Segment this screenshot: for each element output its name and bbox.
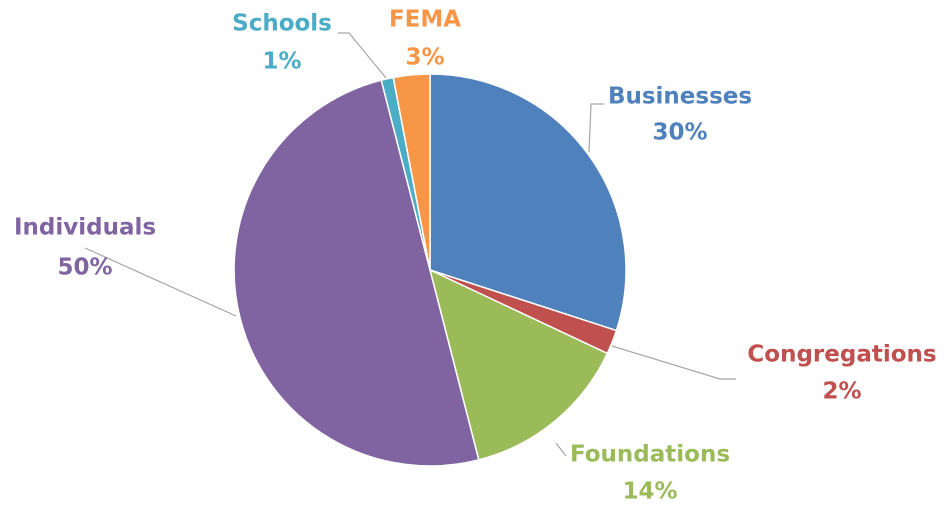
leader-line [84, 247, 237, 317]
leader-line [338, 32, 387, 79]
slice-label: Foundations [570, 442, 730, 468]
slice-value-label: 1% [262, 49, 301, 75]
pie-slice [428, 268, 609, 461]
pie-slice [392, 73, 431, 271]
slice-label: Schools [232, 11, 332, 37]
leader-lines [84, 32, 736, 457]
leader-line [611, 345, 736, 380]
slice-value-label: 14% [622, 479, 677, 505]
pie-slice [429, 73, 627, 332]
leader-line [588, 103, 604, 153]
slice-label: Businesses [608, 84, 752, 110]
pie-slice [233, 79, 480, 467]
leader-line [555, 442, 567, 457]
slice-label: Congregations [747, 342, 936, 368]
slice-label: Individuals [14, 215, 156, 241]
slice-value-label: 30% [652, 120, 707, 146]
slice-label: FEMA [389, 7, 461, 33]
slice-value-label: 3% [405, 45, 444, 71]
slice-value-label: 50% [57, 255, 112, 281]
slice-value-label: 2% [822, 379, 861, 405]
